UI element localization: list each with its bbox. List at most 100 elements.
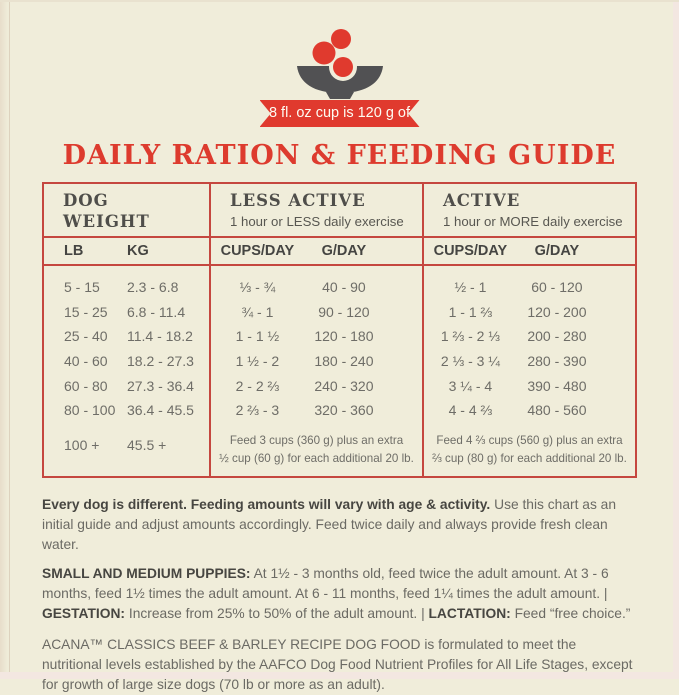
less-active-g-value: 40 - 90	[322, 279, 366, 296]
group-body: ⅓ - ¾ 40 - 90 ¾ - 1 90 - 120 1 - 1 ½ 120 - …	[211, 266, 422, 476]
kg-value: 6.8 - 11.4	[127, 303, 186, 320]
package-edge-bottom	[0, 672, 679, 679]
group-header: ACTIVE 1 hour or MORE daily exercise	[424, 184, 635, 236]
package-edge-right	[673, 0, 679, 679]
active-cups-value: 1 ⅔ - 2 ⅓	[440, 328, 500, 345]
package-edge-top	[0, 0, 679, 2]
less-active-cups-value: 2 - 2 ⅔	[235, 377, 280, 394]
kg-value: 27.3 - 36.4	[127, 377, 194, 394]
lb-value: 100 +	[64, 436, 100, 453]
table-row: 4 - 4 ⅔ 480 - 560	[424, 398, 635, 423]
group-body: 5 - 15 2.3 - 6.8 15 - 25 6.8 - 11.4 25 - 4…	[44, 266, 209, 465]
group-title: DOG WEIGHT	[63, 191, 150, 231]
cup-measure-text: 8 fl. oz cup is 120 g of food	[268, 105, 411, 148]
column-group-less-active: LESS ACTIVE 1 hour or LESS daily exercis…	[209, 184, 422, 477]
lb-value: 25 - 40	[64, 328, 108, 345]
page-title: DAILY RATION & FEEDING GUIDE	[62, 140, 617, 171]
puppies-label: SMALL AND MEDIUM PUPPIES:	[42, 565, 251, 581]
group-title: LESS ACTIVE	[230, 191, 366, 210]
berry-icon	[312, 41, 335, 65]
aafco-statement: ACANA™ CLASSICS BEEF & BARLEY RECIPE DOG…	[42, 637, 633, 693]
active-cups-value: 3 ¼ - 4	[448, 377, 493, 394]
gestation-label: GESTATION:	[42, 605, 126, 621]
col-header-lb: LB	[64, 243, 84, 259]
less-active-g-value: 320 - 360	[314, 402, 374, 419]
kg-value: 11.4 - 18.2	[127, 328, 193, 345]
lb-value: 5 - 15	[64, 279, 100, 296]
lb-value: 40 - 60	[64, 353, 108, 370]
group-header: LESS ACTIVE 1 hour or LESS daily exercis…	[211, 184, 422, 236]
gestation-text: Increase from 25% to 50% of the adult am…	[125, 605, 422, 621]
group-subtitle: 1 hour or LESS daily exercise	[230, 213, 404, 229]
less-active-g-value: 240 - 320	[314, 377, 374, 394]
active-extra-note: Feed 4 ⅔ cups (560 g) plus an extra ⅔ cu…	[432, 433, 627, 465]
kg-value: 45.5 +	[127, 436, 167, 453]
active-cups-value: ½ - 1	[454, 279, 487, 296]
cup-measure-banner: 8 fl. oz cup is 120 g of food	[259, 100, 420, 127]
bowl-with-berries-icon	[296, 29, 383, 99]
active-g-value: 200 - 280	[527, 328, 587, 345]
life-stage-paragraph: SMALL AND MEDIUM PUPPIES: At 1½ - 3 mont…	[42, 564, 637, 624]
active-g-value: 280 - 390	[527, 353, 587, 370]
feeding-guide-table: DOG WEIGHT LB KG 5 - 15 2.3 - 6.8 15 - 25…	[42, 182, 637, 479]
subheader-row: CUPS/DAY G/DAY	[211, 236, 422, 266]
active-cups-value: 1 - 1 ⅔	[448, 303, 493, 320]
less-active-extra-note: Feed 3 cups (360 g) plus an extra ½ cup …	[219, 433, 414, 465]
group-body: ½ - 1 60 - 120 1 - 1 ⅔ 120 - 200 1 ⅔ - 2 ⅓…	[424, 266, 635, 476]
feeding-advice-paragraph: Every dog is different. Feeding amounts …	[42, 495, 637, 555]
package-edge-left	[0, 0, 10, 679]
col-header-cups-day: CUPS/DAY	[433, 243, 508, 259]
less-active-cups-value: ⅓ - ¾	[239, 279, 276, 296]
table-row: 1 ½ - 2 180 - 240	[211, 349, 422, 374]
table-row: 60 - 80 27.3 - 36.4	[44, 373, 209, 398]
packaging-panel: 8 fl. oz cup is 120 g of food DAILY RATI…	[42, 21, 637, 692]
active-g-value: 390 - 480	[527, 377, 587, 394]
less-active-g-value: 120 - 180	[314, 328, 374, 345]
table-row: 2 ⅔ - 3 320 - 360	[211, 398, 422, 423]
separator: |	[603, 585, 608, 601]
col-header-cups-day: CUPS/DAY	[220, 243, 295, 259]
table-row: 3 ¼ - 4 390 - 480	[424, 373, 635, 398]
less-active-cups-value: ¾ - 1	[241, 303, 274, 320]
active-cups-value: 4 - 4 ⅔	[448, 402, 493, 419]
feeding-advice-bold: Every dog is different. Feeding amounts …	[42, 497, 491, 513]
table-row: 25 - 40 11.4 - 18.2	[44, 324, 209, 349]
table-row: ⅓ - ¾ 40 - 90	[211, 275, 422, 300]
active-g-value: 60 - 120	[531, 279, 583, 296]
lb-value: 15 - 25	[64, 303, 108, 320]
group-title: ACTIVE	[443, 191, 521, 210]
kg-value: 36.4 - 45.5	[127, 402, 194, 419]
table-row: 2 - 2 ⅔ 240 - 320	[211, 373, 422, 398]
table-row: 1 - 1 ½ 120 - 180	[211, 324, 422, 349]
less-active-cups-value: 1 ½ - 2	[235, 353, 280, 370]
lactation-label: LACTATION:	[428, 605, 511, 621]
less-active-cups-value: 1 - 1 ½	[235, 328, 280, 345]
table-row: 15 - 25 6.8 - 11.4	[44, 300, 209, 325]
lb-value: 60 - 80	[64, 377, 108, 394]
table-row: 5 - 15 2.3 - 6.8	[44, 275, 209, 300]
active-cups-value: 2 ⅓ - 3 ¼	[440, 353, 500, 370]
table-row-over-100lb: 100 + 45.5 +	[44, 433, 209, 458]
table-row: 1 - 1 ⅔ 120 - 200	[424, 300, 635, 325]
kg-value: 18.2 - 27.3	[127, 353, 194, 370]
column-group-active: ACTIVE 1 hour or MORE daily exercise CUP…	[422, 184, 635, 477]
puppies-text: At 1½ - 3 months old, feed twice the adu…	[42, 565, 609, 601]
feeding-advice-text: Use this chart as an initial guide and a…	[42, 497, 617, 553]
col-header-g-day: G/DAY	[534, 243, 580, 259]
col-header-g-day: G/DAY	[321, 243, 367, 259]
table-row: 2 ⅓ - 3 ¼ 280 - 390	[424, 349, 635, 374]
col-header-kg: KG	[127, 243, 149, 259]
lactation-text: Feed “free choice.”	[510, 605, 631, 621]
berry-icon	[330, 29, 351, 49]
food-bowl-icon	[280, 21, 400, 101]
active-g-value: 480 - 560	[527, 402, 587, 419]
column-group-dog-weight: DOG WEIGHT LB KG 5 - 15 2.3 - 6.8 15 - 25…	[44, 184, 209, 476]
less-active-cups-value: 2 ⅔ - 3	[235, 402, 280, 419]
less-active-g-value: 90 - 120	[318, 303, 370, 320]
berry-icon	[332, 57, 353, 77]
group-header: DOG WEIGHT	[44, 184, 209, 236]
bowl-foot	[325, 92, 354, 99]
active-g-value: 120 - 200	[527, 303, 587, 320]
table-row: 1 ⅔ - 2 ⅓ 200 - 280	[424, 324, 635, 349]
subheader-row: CUPS/DAY G/DAY	[424, 236, 635, 266]
